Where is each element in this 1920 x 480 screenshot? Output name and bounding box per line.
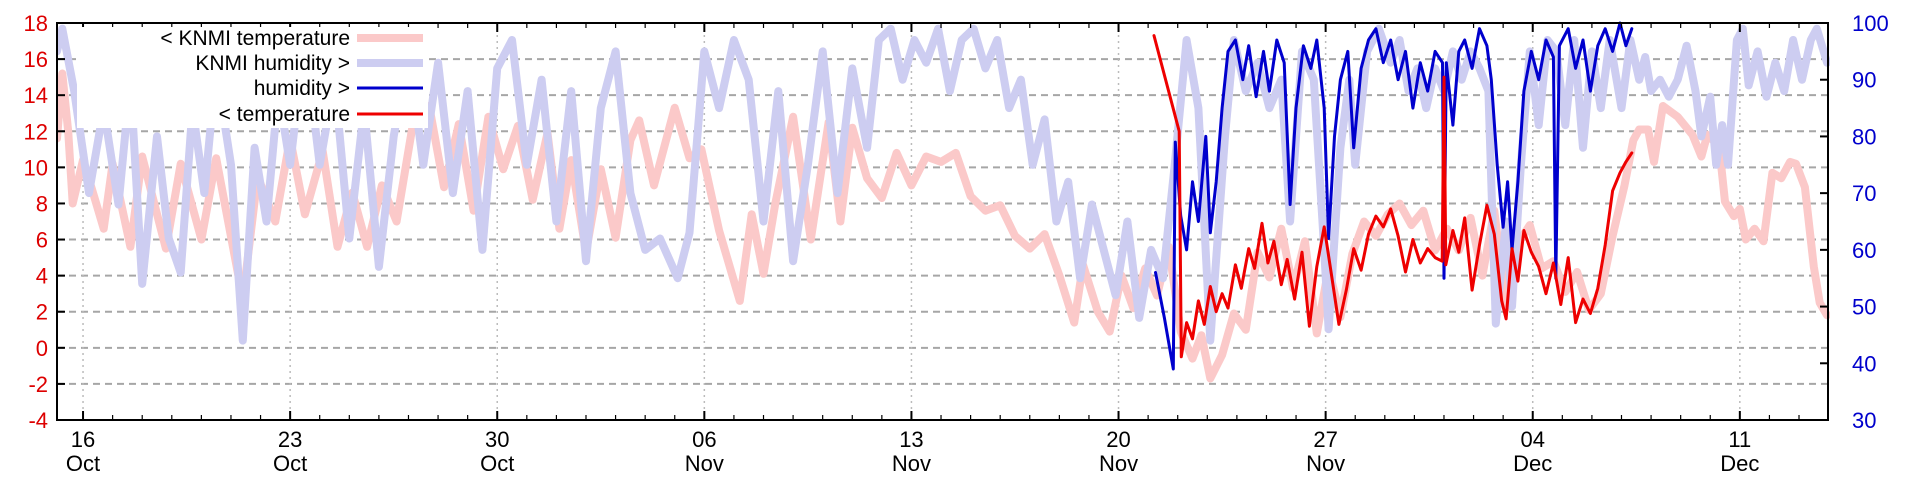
y-left-tick-labels: 18 16 14 12 10 8 6 4 2 0 -2 -4 (24, 11, 48, 433)
x-tick-day-label: 23 (278, 427, 302, 452)
legend: < KNMI temperature KNMI humidity > humid… (77, 27, 428, 128)
x-tick-month-label: Nov (892, 451, 931, 476)
x-tick-day-label: 11 (1728, 427, 1751, 452)
y-left-tick-label: 18 (24, 11, 48, 36)
legend-label-knmi-humidity: KNMI humidity > (195, 52, 350, 75)
x-tick-day-label: 16 (71, 427, 95, 452)
series-2-line (1154, 21, 1634, 371)
plot-border (56, 22, 1829, 421)
x-tick-month-label: Oct (273, 451, 307, 476)
legend-background (77, 27, 428, 128)
y-left-tick-label: -2 (28, 372, 48, 397)
x-tick-labels: 16Oct23Oct30Oct06Nov13Nov20Nov27Nov04Dec… (66, 427, 1759, 476)
x-tick-month-label: Nov (1099, 451, 1138, 476)
legend-label-temperature: < temperature (219, 103, 350, 126)
y-left-tick-label: 0 (36, 336, 48, 361)
y-right-tick-label: 60 (1852, 238, 1876, 263)
axes-layer (56, 22, 1829, 421)
y-right-tick-label: 30 (1852, 408, 1876, 433)
series-3-line (1152, 34, 1634, 359)
y-left-tick-label: 6 (36, 228, 48, 253)
y-left-tick-label: 10 (24, 155, 48, 180)
y-left-tick-label: 8 (36, 191, 48, 216)
y-right-tick-label: 70 (1852, 181, 1876, 206)
series-layer (57, 21, 1830, 383)
y-left-tick-label: 12 (24, 119, 48, 144)
x-tick-month-label: Nov (1306, 451, 1345, 476)
legend-label-knmi-temperature: < KNMI temperature (160, 27, 350, 50)
x-tick-day-label: 04 (1520, 427, 1544, 452)
x-tick-month-label: Dec (1513, 451, 1552, 476)
x-tick-day-label: 13 (899, 427, 923, 452)
y-right-tick-label: 80 (1852, 124, 1876, 149)
x-tick-month-label: Dec (1720, 451, 1759, 476)
x-tick-day-label: 27 (1313, 427, 1337, 452)
y-right-tick-label: 50 (1852, 295, 1876, 320)
y-left-tick-label: 16 (24, 47, 48, 72)
y-right-tick-label: 100 (1852, 11, 1889, 36)
x-tick-month-label: Oct (66, 451, 100, 476)
legend-label-humidity: humidity > (254, 77, 350, 100)
y-right-tick-label: 90 (1852, 68, 1876, 93)
y-left-tick-label: 4 (36, 264, 48, 289)
y-left-tick-label: -4 (28, 408, 48, 433)
x-tick-day-label: 30 (485, 427, 509, 452)
y-right-tick-label: 40 (1852, 351, 1876, 376)
y-left-tick-label: 2 (36, 300, 48, 325)
x-tick-day-label: 20 (1106, 427, 1130, 452)
y-right-tick-labels: 100 90 80 70 60 50 40 30 (1852, 11, 1889, 433)
x-tick-day-label: 06 (692, 427, 716, 452)
y-left-tick-label: 14 (24, 83, 48, 108)
series-1-line (57, 24, 1830, 345)
x-tick-month-label: Nov (685, 451, 724, 476)
x-tick-month-label: Oct (480, 451, 514, 476)
